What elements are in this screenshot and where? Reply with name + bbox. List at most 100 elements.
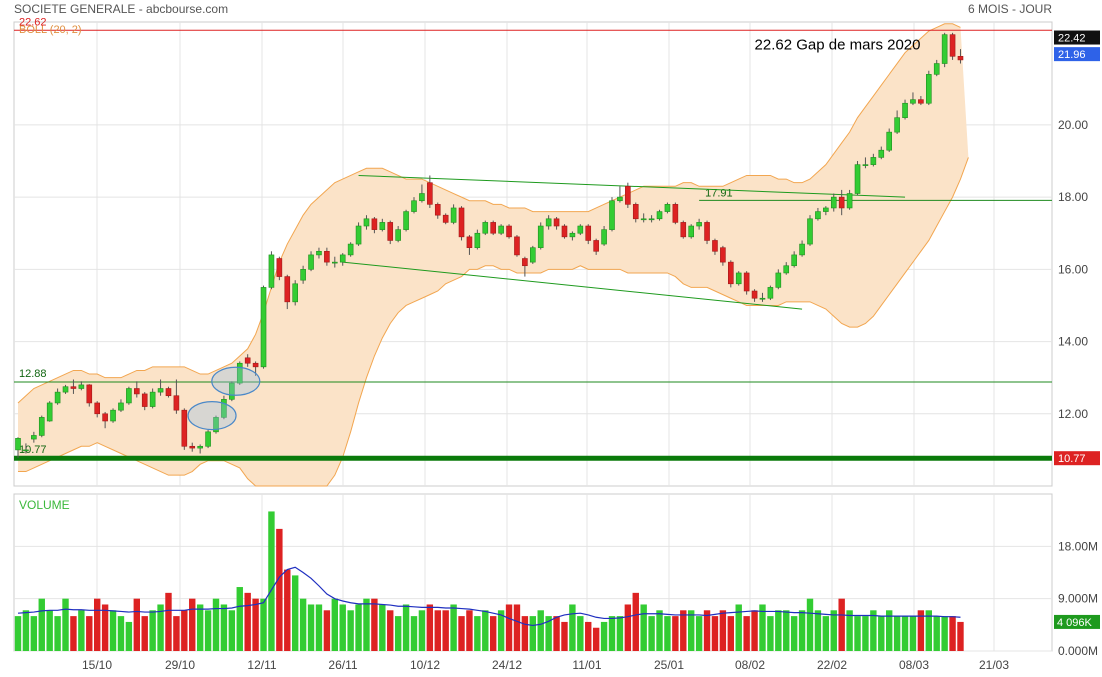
volume-bar (244, 592, 251, 651)
volume-bar (474, 616, 481, 651)
volume-bar (790, 616, 798, 651)
candle-body (474, 232, 481, 248)
volume-bar (798, 610, 806, 651)
volume-bar (450, 604, 457, 651)
volume-bar (86, 616, 93, 651)
candle-body (648, 218, 655, 221)
volume-bar (608, 616, 616, 651)
candle-body (902, 102, 908, 118)
trend-line (342, 261, 803, 310)
volume-bar (347, 610, 354, 651)
price-y-tick-label: 18.00 (1058, 190, 1088, 204)
volume-bar (505, 604, 513, 651)
volume-bar (909, 616, 917, 651)
volume-bar (387, 610, 394, 651)
candle-body (632, 204, 639, 220)
volume-bar (600, 621, 608, 651)
volume-bar (220, 604, 228, 651)
volume-y-tick-label: 18.00M (1058, 539, 1098, 553)
candle-body (664, 204, 671, 212)
volume-bar (893, 616, 901, 651)
x-tick-label: 24/12 (492, 658, 522, 672)
candle-body (949, 34, 956, 57)
volume-y-tick-label: 0.000M (1058, 644, 1098, 658)
candle-body (823, 207, 829, 212)
volume-bar (78, 610, 85, 651)
candle-body (735, 272, 742, 285)
price-panel: 12.00 14.00 16.00 18.00 20.00 22.62 12.88 10.77… (13, 16, 1100, 487)
candle-body (625, 185, 631, 205)
volume-bar (94, 598, 101, 651)
candle-body (617, 196, 623, 202)
candle-body (23, 449, 29, 452)
x-tick-label: 25/01 (654, 658, 684, 672)
bollinger-upper-line (17, 23, 961, 404)
candle-body (957, 56, 964, 61)
candle-body (355, 225, 362, 245)
candle-body (514, 236, 520, 256)
volume-bar (640, 604, 647, 651)
volume-bar (117, 616, 125, 651)
price-y-tick-label: 14.00 (1058, 335, 1088, 349)
candle-body (157, 388, 164, 393)
volume-bar (30, 616, 38, 651)
candle-body (561, 225, 568, 238)
volume-bar (616, 616, 624, 651)
volume-bar (402, 604, 410, 651)
candle-body (419, 193, 425, 202)
candle-body (324, 250, 330, 263)
volume-bar (394, 616, 402, 651)
candle-body (411, 200, 417, 212)
candle-body (173, 395, 180, 411)
candle-body (696, 222, 702, 227)
x-tick-label: 15/10 (82, 658, 112, 672)
candle-body (181, 409, 188, 447)
volume-bar (656, 610, 663, 651)
volume-bar (711, 616, 719, 651)
candle-body (894, 117, 900, 133)
volume-bar (355, 604, 362, 651)
volume-bar (545, 616, 552, 651)
volume-bar (196, 604, 204, 651)
candle-body (878, 149, 885, 158)
candle-body (38, 417, 45, 436)
candle-body (490, 222, 497, 234)
candle-body (31, 435, 37, 440)
candle-body (498, 225, 504, 234)
volume-label: VOLUME (19, 498, 70, 512)
candle-body (601, 229, 607, 245)
volume-bar (292, 575, 299, 651)
candle-body (846, 193, 853, 209)
volume-bar (592, 627, 600, 651)
candle-body (482, 222, 489, 234)
candle-body (830, 196, 837, 209)
volume-bar (513, 604, 521, 651)
candle-body (236, 362, 243, 384)
candle-body (118, 402, 124, 411)
volume-bar (814, 610, 822, 651)
candle-body (371, 218, 378, 230)
candle-body (94, 402, 100, 415)
volume-bar (886, 610, 893, 651)
volume-bar (648, 616, 655, 651)
volume-bar (252, 598, 259, 651)
volume-bar (62, 598, 69, 651)
volume-bar (775, 610, 782, 651)
volume-bar (458, 616, 465, 651)
volume-bar (371, 598, 378, 651)
volume-bar (854, 616, 861, 651)
candle-body (545, 218, 552, 227)
candle-body (450, 207, 457, 223)
volume-bar (299, 598, 307, 651)
volume-bar (688, 610, 695, 651)
chart-title: SOCIETE GENERALE - abcbourse.com (14, 2, 229, 16)
volume-bar (149, 610, 156, 651)
volume-bar (434, 610, 441, 651)
candle-body (870, 157, 877, 165)
candle-body (86, 384, 93, 404)
candle-body (862, 164, 869, 166)
volume-bar (838, 598, 845, 651)
candle-body (640, 218, 647, 221)
candle-body (506, 225, 512, 238)
volume-bar (260, 598, 267, 651)
